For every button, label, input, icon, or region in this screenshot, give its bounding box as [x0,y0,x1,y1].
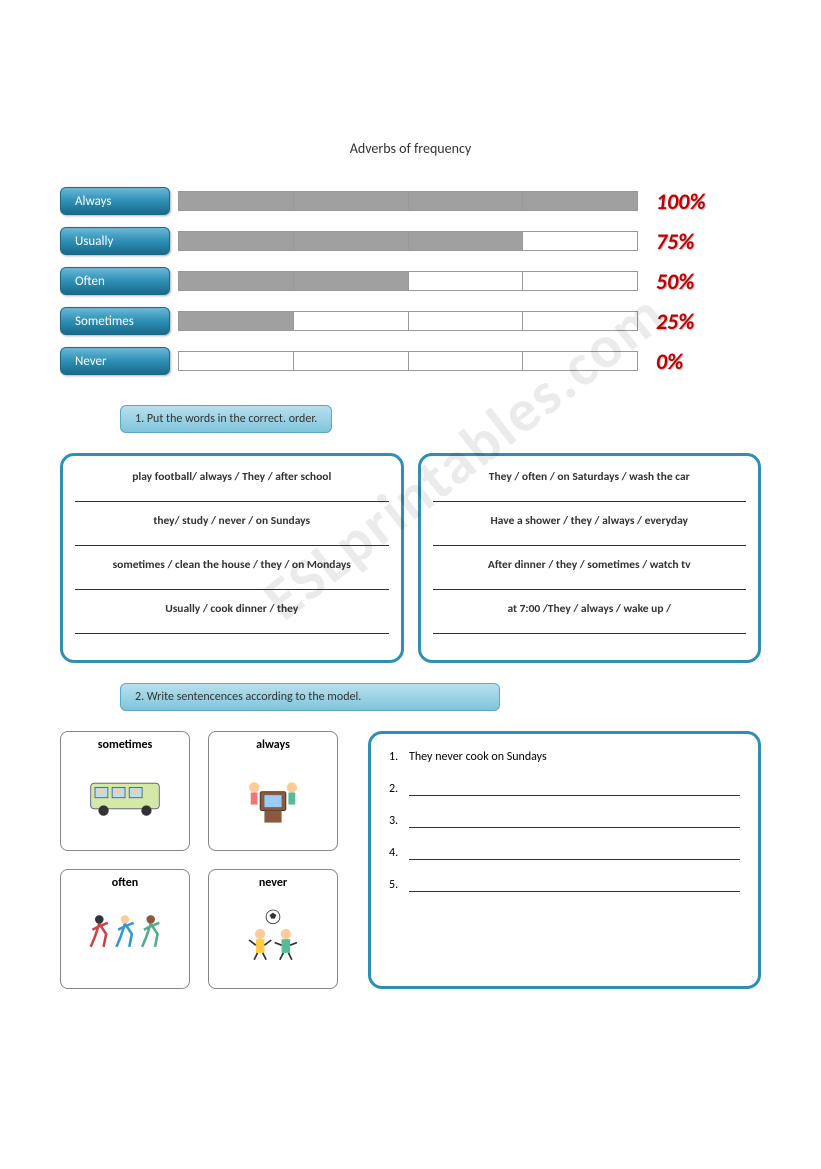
freq-bar [178,231,638,251]
freq-percent: 75% [656,228,694,255]
ball-icon [215,894,331,974]
answer-blank[interactable] [433,576,747,590]
exercise-1-row: play football/ always / They / after sch… [60,453,761,663]
freq-label: Never [60,347,170,375]
freq-bar [178,271,638,291]
exercise-prompt: at 7:00 /They / always / wake up / [433,602,747,616]
exercise-prompt: After dinner / they / sometimes / watch … [433,558,747,572]
freq-percent: 50% [656,268,694,295]
answer-blank[interactable] [409,846,740,860]
freq-segment [179,312,294,330]
freq-segment [179,272,294,290]
answer-blank[interactable] [409,878,740,892]
freq-percent: 100% [656,188,706,215]
answer-number: 2. [389,782,409,796]
cards-grid: sometimes always often never [60,731,338,989]
exercise-box-right: They / often / on Saturdays / wash the c… [418,453,762,663]
tv-icon [215,756,331,836]
freq-percent: 0% [656,348,683,375]
answer-blank[interactable] [75,576,389,590]
card-label: sometimes [67,738,183,752]
run-icon [67,894,183,974]
freq-segment [409,272,524,290]
freq-segment [523,352,637,370]
activity-card: sometimes [60,731,190,851]
answer-example: They never cook on Sundays [409,750,740,764]
answer-blank[interactable] [75,488,389,502]
freq-segment [409,312,524,330]
activity-card: always [208,731,338,851]
activity-card: never [208,869,338,989]
answer-blank[interactable] [75,532,389,546]
card-label: often [67,876,183,890]
exercise-prompt: sometimes / clean the house / they / on … [75,558,389,572]
freq-row: Always 100% [60,187,761,215]
answer-line: 5. [389,878,740,892]
freq-segment [523,232,637,250]
freq-bar [178,351,638,371]
freq-segment [294,352,409,370]
freq-segment [294,312,409,330]
answer-line: 1.They never cook on Sundays [389,750,740,764]
freq-row: Never 0% [60,347,761,375]
answer-number: 3. [389,814,409,828]
freq-segment [179,352,294,370]
answer-blank[interactable] [409,814,740,828]
answer-blank[interactable] [433,620,747,634]
card-label: always [215,738,331,752]
activity-card: often [60,869,190,989]
answer-line: 4. [389,846,740,860]
freq-bar [178,191,638,211]
freq-segment [523,192,637,210]
freq-segment [294,192,409,210]
answer-number: 5. [389,878,409,892]
answer-number: 4. [389,846,409,860]
answer-box: 1.They never cook on Sundays 2. 3. 4. 5. [368,731,761,989]
instruction-2: 2. Write sentencences according to the m… [120,683,500,711]
freq-label: Sometimes [60,307,170,335]
card-label: never [215,876,331,890]
answer-blank[interactable] [75,620,389,634]
freq-row: Usually 75% [60,227,761,255]
freq-segment [409,352,524,370]
exercise-prompt: Usually / cook dinner / they [75,602,389,616]
freq-segment [294,272,409,290]
freq-label: Always [60,187,170,215]
freq-segment [409,192,524,210]
bus-icon [67,756,183,836]
answer-blank[interactable] [409,782,740,796]
exercise-prompt: play football/ always / They / after sch… [75,470,389,484]
answer-line: 3. [389,814,740,828]
frequency-chart: Always 100% Usually 75% Often 50% Sometimes 25%… [60,187,761,375]
freq-segment [179,192,294,210]
freq-segment [409,232,524,250]
freq-segment [523,272,637,290]
freq-percent: 25% [656,308,694,335]
exercise-box-left: play football/ always / They / after sch… [60,453,404,663]
freq-label: Often [60,267,170,295]
freq-segment [179,232,294,250]
instruction-1: 1. Put the words in the correct. order. [120,405,332,433]
freq-bar [178,311,638,331]
section-2: sometimes always often never 1.They never c… [60,731,761,989]
exercise-prompt: they/ study / never / on Sundays [75,514,389,528]
freq-segment [294,232,409,250]
page-title: Adverbs of frequency [60,140,761,157]
answer-blank[interactable] [433,532,747,546]
freq-segment [523,312,637,330]
answer-line: 2. [389,782,740,796]
answer-number: 1. [389,750,409,764]
freq-row: Often 50% [60,267,761,295]
exercise-prompt: They / often / on Saturdays / wash the c… [433,470,747,484]
freq-row: Sometimes 25% [60,307,761,335]
answer-blank[interactable] [433,488,747,502]
exercise-prompt: Have a shower / they / always / everyday [433,514,747,528]
freq-label: Usually [60,227,170,255]
